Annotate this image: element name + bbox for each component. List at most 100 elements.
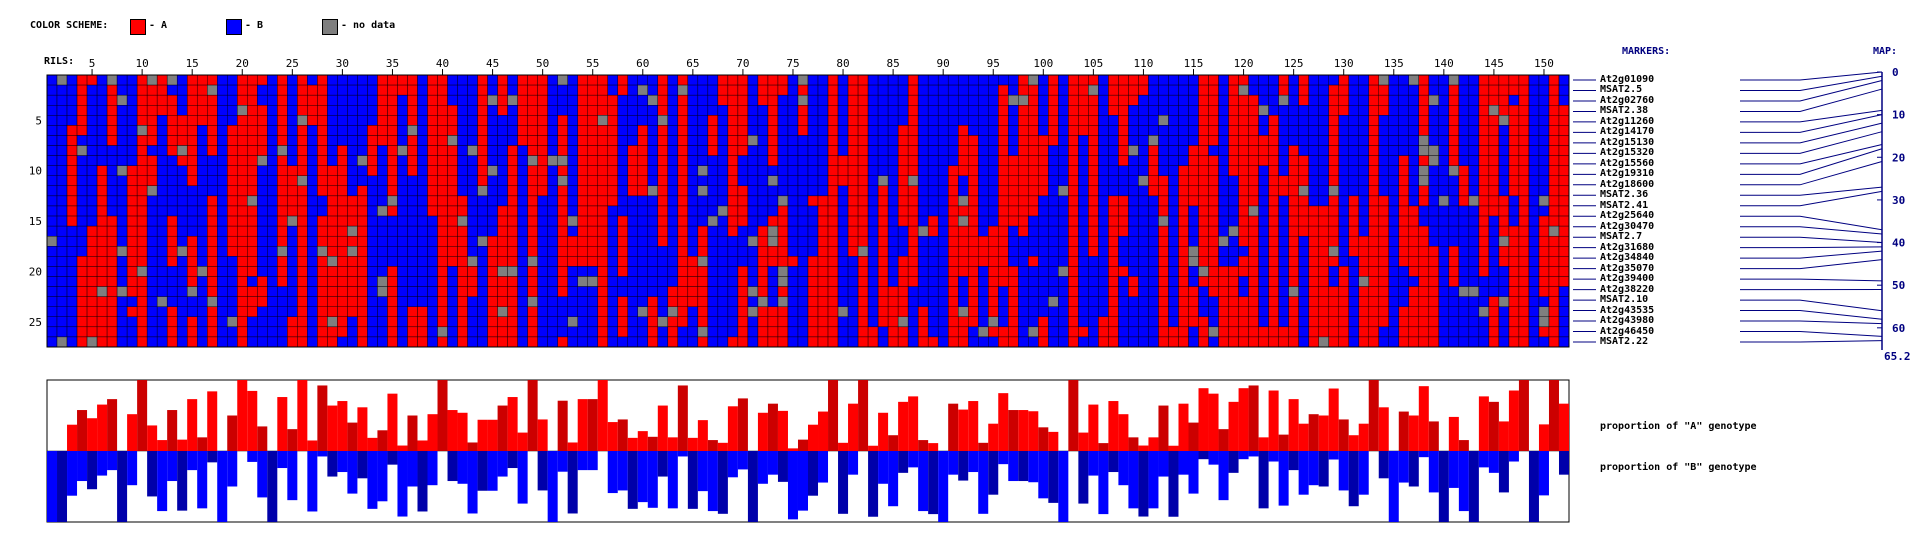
- proportion-b-bar: [1438, 451, 1449, 522]
- proportion-a-bar: [1488, 401, 1499, 451]
- genotype-cell: [1038, 125, 1049, 136]
- genotype-cell: [1438, 165, 1450, 176]
- genotype-cell: [1468, 286, 1480, 297]
- proportion-b-bar: [487, 451, 498, 491]
- proportion-b-bar: [1138, 451, 1149, 517]
- genotype-cell: [437, 256, 448, 267]
- genotype-cell: [988, 286, 999, 297]
- genotype-cell: [407, 94, 418, 106]
- genotype-cell: [1228, 256, 1239, 267]
- genotype-cell: [287, 94, 298, 106]
- genotype-cell: [687, 175, 699, 187]
- genotype-cell: [1218, 105, 1229, 116]
- genotype-cell: [447, 246, 458, 257]
- genotype-cell: [617, 125, 628, 136]
- genotype-cell: [747, 296, 759, 307]
- genotype-cell: [968, 235, 979, 247]
- genotype-cell: [537, 115, 548, 126]
- genotype-cell: [757, 185, 769, 197]
- genotype-cell: [1158, 336, 1169, 348]
- genotype-cell: [707, 286, 719, 297]
- genotype-cell: [1498, 155, 1510, 166]
- genotype-cell: [86, 276, 98, 287]
- genotype-cell: [857, 276, 869, 287]
- genotype-cell: [287, 145, 298, 156]
- genotype-cell: [1438, 286, 1450, 297]
- genotype-cell: [1438, 155, 1450, 166]
- genotype-cell: [747, 74, 759, 86]
- genotype-cell: [707, 155, 719, 166]
- genotype-cell: [1378, 165, 1389, 176]
- genotype-cell: [867, 225, 879, 237]
- genotype-cell: [557, 185, 568, 197]
- genotype-cell: [126, 326, 138, 338]
- proportion-a-bar: [317, 385, 328, 451]
- genotype-cell: [1088, 266, 1099, 277]
- genotype-cell: [677, 84, 689, 96]
- genotype-cell: [1118, 235, 1129, 247]
- genotype-cell: [1068, 94, 1079, 106]
- proportion-b-bar: [1228, 451, 1239, 473]
- genotype-cell: [637, 145, 648, 156]
- genotype-cell: [978, 155, 989, 166]
- genotype-cell: [1538, 84, 1550, 96]
- genotype-cell: [1498, 94, 1510, 106]
- genotype-cell: [1348, 225, 1359, 237]
- genotype-cell: [1228, 205, 1239, 217]
- genotype-cell: [1558, 205, 1570, 217]
- proportion-b-bar: [677, 451, 688, 457]
- proportion-b-bar: [217, 451, 228, 522]
- genotype-cell: [1338, 306, 1349, 317]
- genotype-cell: [437, 145, 448, 156]
- genotype-cell: [1398, 296, 1409, 307]
- genotype-cell: [337, 105, 348, 116]
- genotype-cell: [747, 306, 759, 317]
- genotype-cell: [1418, 235, 1430, 247]
- genotype-cell: [317, 266, 328, 277]
- genotype-cell: [677, 336, 689, 348]
- genotype-cell: [207, 135, 218, 146]
- genotype-cell: [1468, 74, 1480, 86]
- genotype-cell: [1218, 165, 1229, 176]
- genotype-cell: [1458, 145, 1470, 156]
- genotype-cell: [106, 235, 118, 247]
- genotype-cell: [1158, 125, 1169, 136]
- genotype-cell: [717, 175, 729, 187]
- genotype-cell: [1398, 195, 1409, 207]
- genotype-cell: [377, 215, 388, 227]
- genotype-cell: [477, 225, 488, 237]
- proportion-a-bar: [157, 440, 168, 451]
- genotype-cell: [1178, 105, 1189, 116]
- genotype-cell: [1558, 165, 1570, 176]
- genotype-cell: [1188, 246, 1199, 257]
- genotype-cell: [1338, 276, 1349, 287]
- genotype-cell: [56, 215, 68, 227]
- genotype-cell: [116, 175, 128, 187]
- genotype-cell: [687, 286, 699, 297]
- genotype-cell: [547, 205, 558, 217]
- genotype-cell: [1248, 306, 1259, 317]
- genotype-cell: [1338, 286, 1349, 297]
- genotype-cell: [1328, 256, 1339, 267]
- ril-tick-label: 10: [136, 57, 149, 70]
- genotype-cell: [1248, 266, 1259, 277]
- proportion-a-bar: [87, 418, 98, 451]
- genotype-cell: [1088, 296, 1099, 307]
- genotype-cell: [757, 145, 769, 156]
- genotype-cell: [237, 266, 248, 277]
- genotype-cell: [627, 286, 638, 297]
- genotype-cell: [577, 165, 588, 176]
- genotype-cell: [397, 205, 408, 217]
- genotype-cell: [1048, 135, 1059, 146]
- genotype-cell: [186, 205, 198, 217]
- genotype-cell: [537, 84, 548, 96]
- genotype-cell: [1488, 296, 1500, 307]
- genotype-cell: [1368, 306, 1379, 317]
- genotype-cell: [857, 74, 869, 86]
- proportion-b-bar: [387, 451, 398, 465]
- proportion-b-bar: [1418, 451, 1429, 458]
- genotype-cell: [1208, 165, 1219, 176]
- genotype-cell: [1088, 135, 1099, 146]
- genotype-cell: [387, 296, 398, 307]
- genotype-cell: [1228, 105, 1239, 116]
